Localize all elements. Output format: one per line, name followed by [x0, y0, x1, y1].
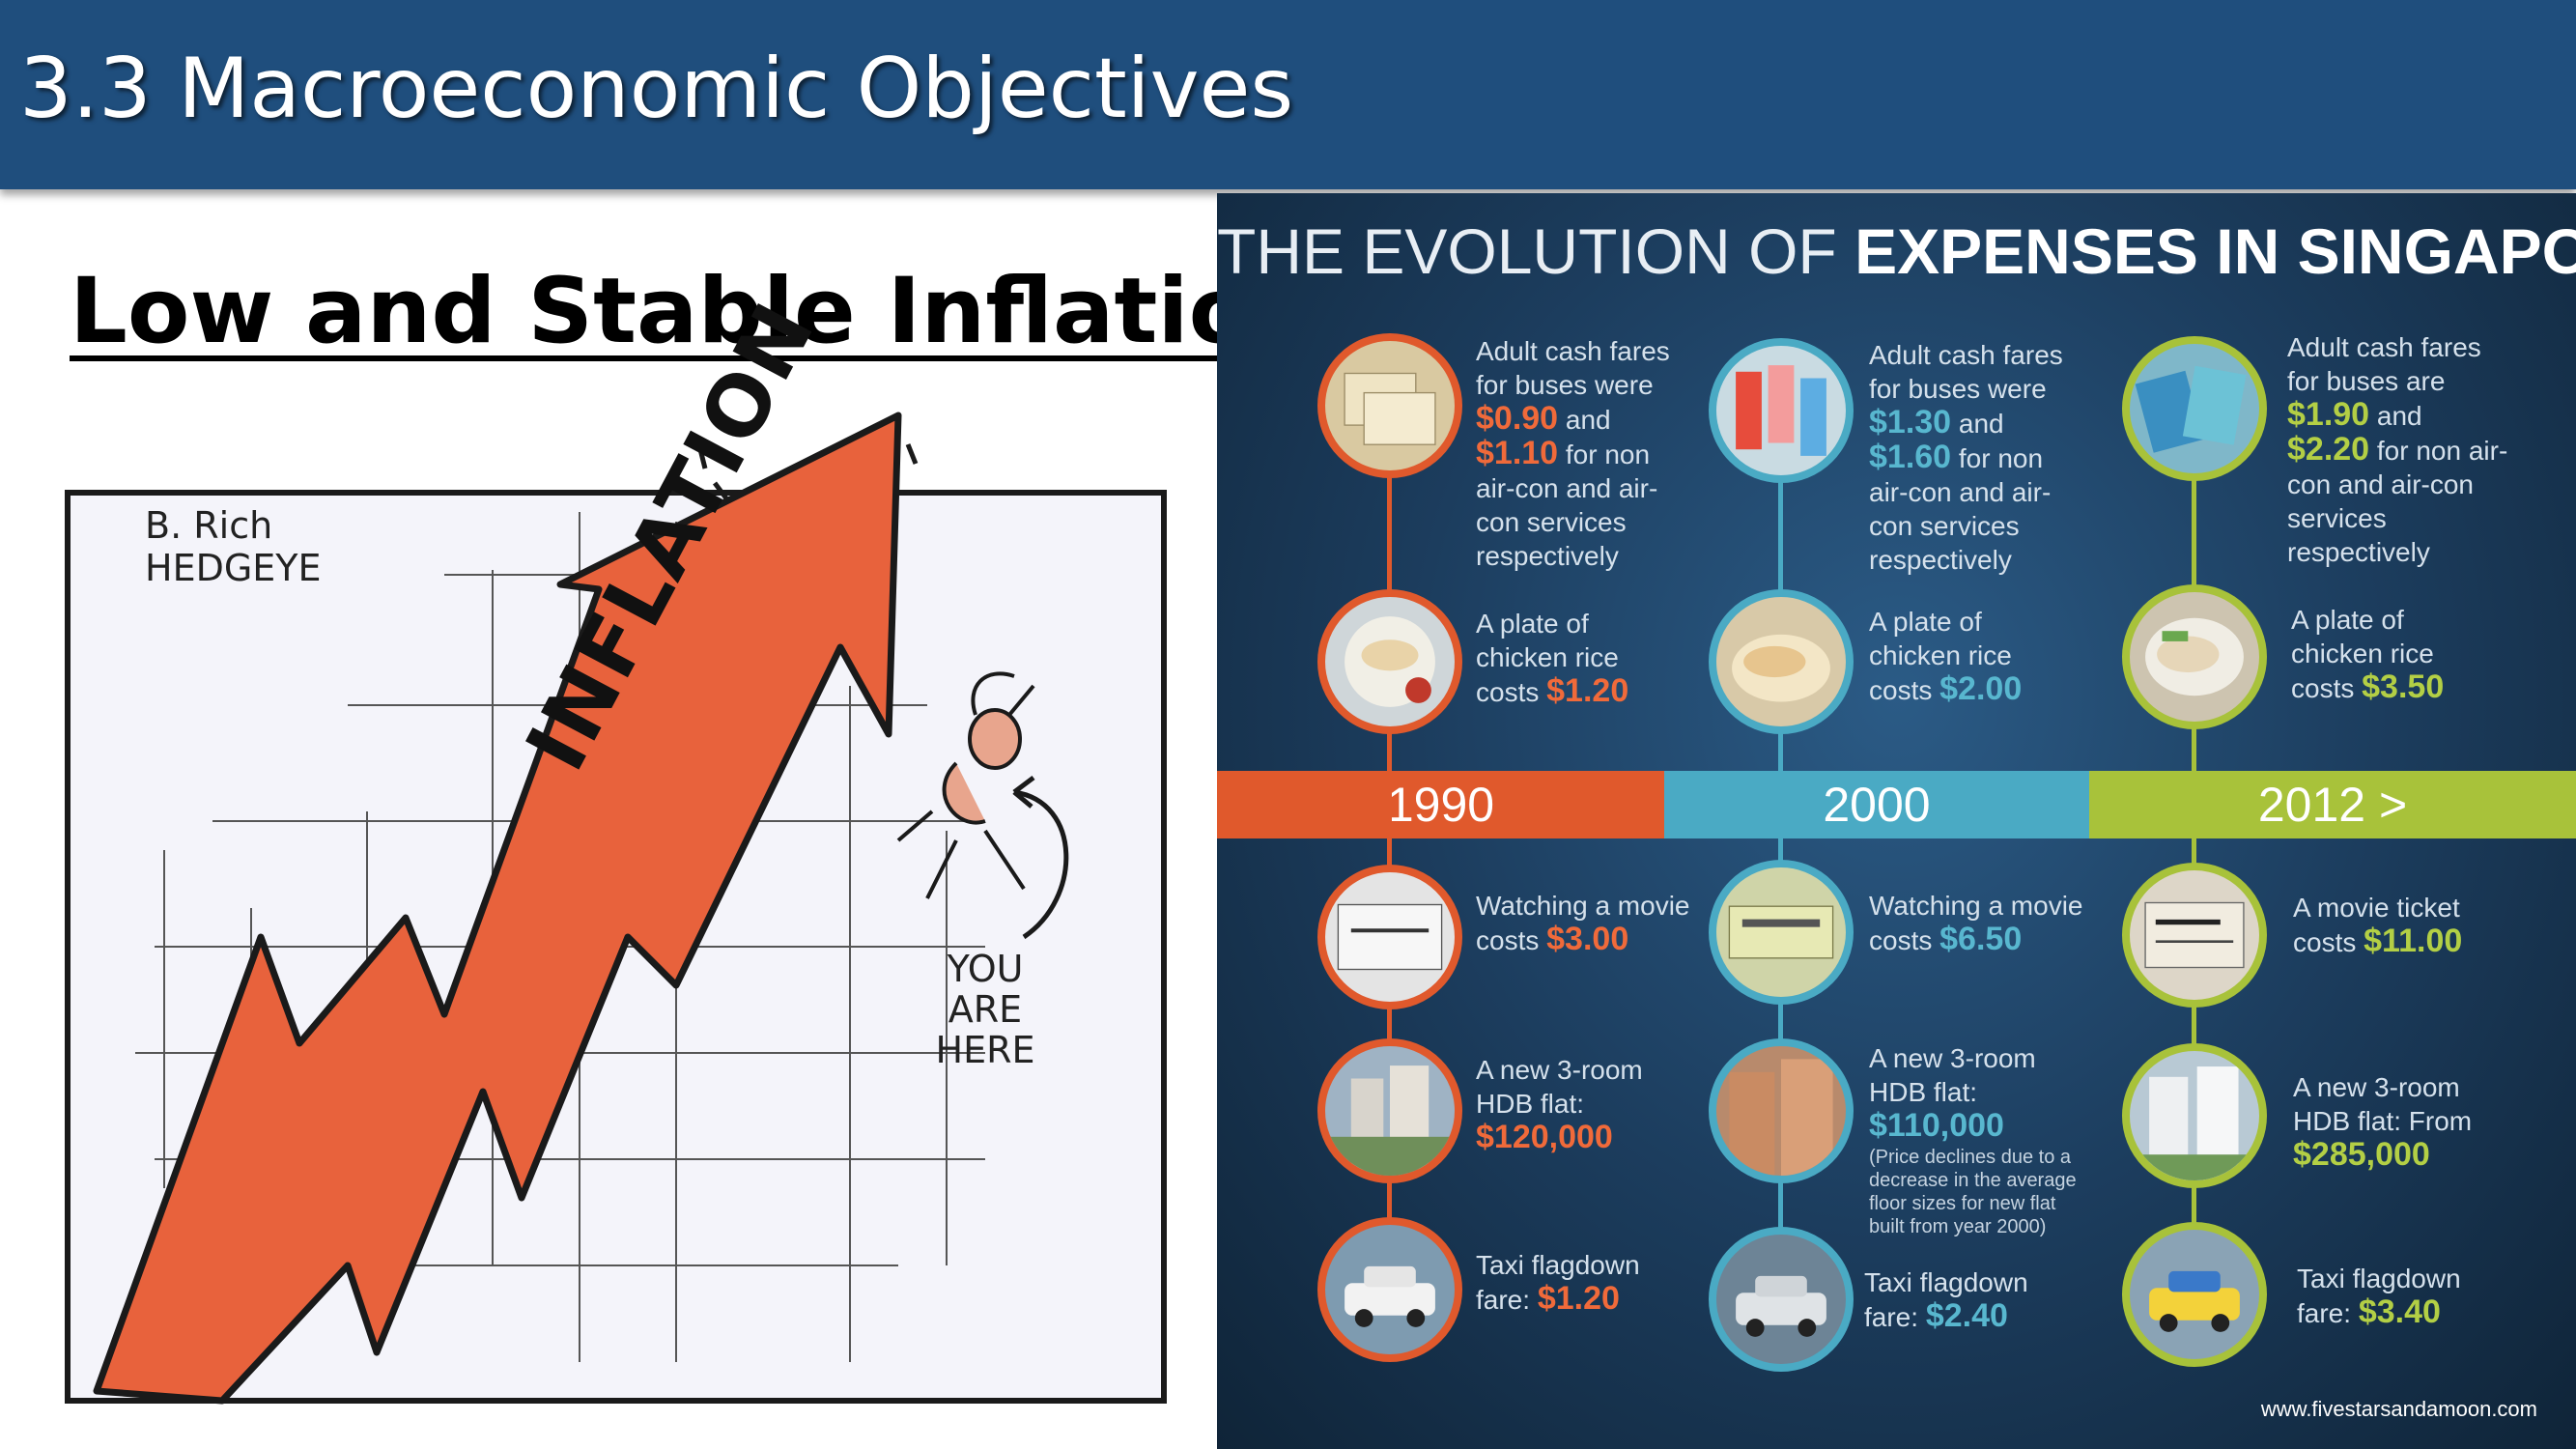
infographic-title-bold: EXPENSES IN SINGAPORE — [1854, 215, 2576, 287]
movie-value: $3.00 — [1546, 921, 1629, 957]
bus-fare-1990: Adult cash fares for buses were $0.90 an… — [1476, 334, 1688, 573]
you-are-here-line: YOU — [947, 948, 1024, 990]
movie-1990: Watching a movie costs $3.00 — [1476, 889, 1698, 957]
bus-fare-value: $1.60 — [1869, 439, 1952, 475]
taxi-icon — [1709, 1227, 1854, 1372]
taxi-text: Taxi flagdown fare: — [2297, 1264, 2461, 1328]
movie-value: $6.50 — [1939, 921, 2023, 957]
slide-header: 3.3 Macroeconomic Objectives — [0, 0, 2576, 189]
taxi-text: Taxi flagdown fare: — [1864, 1267, 2028, 1332]
bus-fare-text: Adult cash fares for buses were — [1476, 336, 1670, 400]
taxi-2000: Taxi flagdown fare: $2.40 — [1864, 1265, 2057, 1334]
you-are-here-line: HERE — [935, 1029, 1035, 1071]
bus-tickets-icon — [1317, 333, 1462, 478]
chicken-rice-2012: A plate of chicken rice costs $3.50 — [2291, 603, 2484, 705]
movie-ticket-icon — [1317, 865, 1462, 1009]
chicken-rice-icon — [1709, 589, 1854, 734]
hdb-text: A new 3-room HDB flat: — [1476, 1055, 1643, 1119]
taxi-value: $1.20 — [1537, 1280, 1620, 1317]
hdb-flat-icon — [1317, 1038, 1462, 1183]
taxi-icon — [2122, 1222, 2267, 1367]
year-band-2000: 2000 — [1664, 771, 2089, 838]
bus-fare-value: $1.30 — [1869, 404, 1952, 440]
bus-fare-text: for non air-con and air-con services res… — [2287, 436, 2508, 567]
year-label: 1990 — [1386, 778, 1495, 832]
bus-fare-value: $2.20 — [2287, 431, 2370, 468]
movie-2000: Watching a movie costs $6.50 — [1869, 889, 2091, 957]
movie-ticket-icon — [2122, 863, 2267, 1008]
bus-fare-text: Adult cash fares for buses are — [2287, 332, 2481, 396]
infographic-title-light: THE EVOLUTION OF — [1217, 215, 1855, 287]
bus-fare-text: for non air-con and air-con services res… — [1476, 440, 1658, 571]
hdb-2012: A new 3-room HDB flat: From $285,000 — [2293, 1070, 2515, 1173]
bus-fare-value: $1.10 — [1476, 435, 1559, 471]
slide-subtitle: Low and Stable Inflation — [70, 259, 1316, 364]
bus-fare-text: and — [2369, 401, 2422, 431]
year-band-1990: 1990 — [1217, 771, 1664, 838]
infographic-credit: www.fivestarsandamoon.com — [2260, 1397, 2537, 1421]
chicken-rice-text: A plate of chicken rice costs — [1476, 609, 1619, 707]
taxi-icon — [1317, 1217, 1462, 1362]
chicken-rice-value: $2.00 — [1939, 670, 2023, 707]
hdb-flat-icon — [1709, 1038, 1854, 1183]
hdb-note: (Price declines due to a decrease in the… — [1869, 1147, 2077, 1237]
taxi-value: $2.40 — [1925, 1297, 2008, 1334]
year-band-2012: 2012 > — [2089, 771, 2576, 838]
slide-title: 3.3 Macroeconomic Objectives — [19, 41, 1294, 137]
movie-text: Watching a movie costs — [1869, 891, 2083, 955]
chicken-rice-2000: A plate of chicken rice costs $2.00 — [1869, 605, 2062, 707]
bus-fare-text: and — [1951, 409, 2004, 439]
infographic-title: THE EVOLUTION OF EXPENSES IN SINGAPORE — [1217, 214, 2576, 288]
chicken-rice-text: A plate of chicken rice costs — [2291, 605, 2434, 703]
cartoon-signature: B. Rich HEDGEYE — [145, 504, 322, 589]
bus-fare-2000: Adult cash fares for buses were $1.30 an… — [1869, 338, 2081, 577]
hdb-1990: A new 3-room HDB flat: $120,000 — [1476, 1053, 1669, 1155]
taxi-text: Taxi flagdown fare: — [1476, 1250, 1640, 1315]
taxi-1990: Taxi flagdown fare: $1.20 — [1476, 1248, 1669, 1317]
hdb-text: A new 3-room HDB flat: — [1869, 1043, 2036, 1107]
taxi-value: $3.40 — [2358, 1293, 2441, 1330]
hdb-text: A new 3-room HDB flat: From — [2293, 1072, 2473, 1136]
bus-fare-value: $1.90 — [2287, 396, 2370, 433]
bus-fare-text: and — [1558, 405, 1611, 435]
year-label: 2012 > — [2257, 778, 2408, 832]
hdb-value: $120,000 — [1476, 1119, 1613, 1155]
chicken-rice-text: A plate of chicken rice costs — [1869, 607, 2012, 705]
movie-2012: A movie ticket costs $11.00 — [2293, 891, 2515, 959]
bus-fare-2012: Adult cash fares for buses are $1.90 and… — [2287, 330, 2509, 569]
bus-fare-value: $0.90 — [1476, 400, 1559, 437]
you-are-here-label: YOU ARE HERE — [922, 949, 1048, 1070]
bus-fare-text: Adult cash fares for buses were — [1869, 340, 2063, 404]
hdb-2000: A new 3-room HDB flat: $110,000 (Price de… — [1869, 1041, 2091, 1238]
you-are-here-line: ARE — [948, 988, 1023, 1031]
movie-text: Watching a movie costs — [1476, 891, 1690, 955]
bus-fare-text: for non air-con and air-con services res… — [1869, 443, 2052, 575]
chicken-rice-icon — [1317, 589, 1462, 734]
bus-tickets-icon — [1709, 338, 1854, 483]
expenses-infographic: THE EVOLUTION OF EXPENSES IN SINGAPORE 1… — [1217, 193, 2576, 1449]
movie-value: $11.00 — [2364, 923, 2463, 959]
chicken-rice-1990: A plate of chicken rice costs $1.20 — [1476, 607, 1679, 709]
chicken-rice-value: $3.50 — [2362, 668, 2445, 705]
chicken-rice-icon — [2122, 584, 2267, 729]
inflation-cartoon — [65, 412, 1167, 1405]
movie-ticket-icon — [1709, 860, 1854, 1005]
hdb-value: $110,000 — [1869, 1107, 2004, 1144]
movie-text: A movie ticket costs — [2293, 893, 2460, 957]
hdb-flat-icon — [2122, 1043, 2267, 1188]
taxi-2012: Taxi flagdown fare: $3.40 — [2297, 1262, 2490, 1330]
hdb-value: $285,000 — [2293, 1136, 2430, 1173]
cartoon-brand: HEDGEYE — [145, 547, 322, 589]
year-label: 2000 — [1823, 778, 1931, 832]
cartoon-artist: B. Rich — [145, 504, 273, 547]
chicken-rice-value: $1.20 — [1546, 672, 1629, 709]
bus-tickets-icon — [2122, 336, 2267, 481]
